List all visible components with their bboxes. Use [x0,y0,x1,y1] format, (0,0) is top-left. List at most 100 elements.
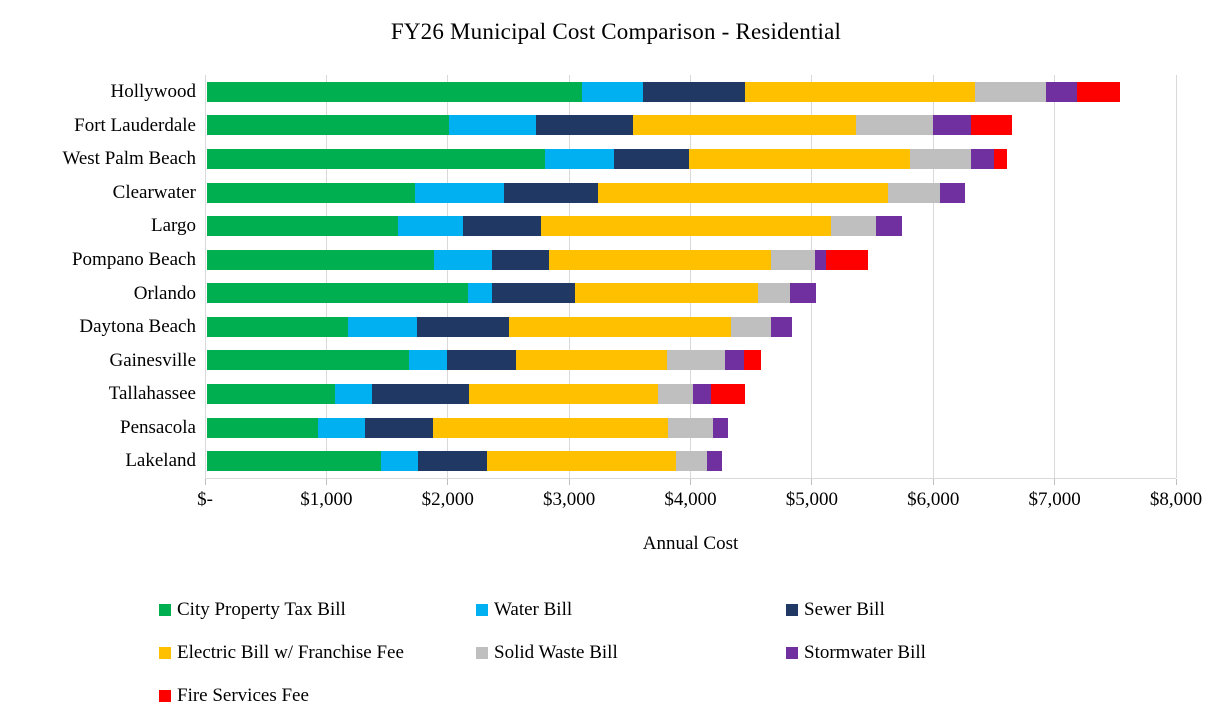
bar-segment [207,316,349,337]
bar-segment [993,148,1007,169]
bar-segment [503,182,599,203]
bar-segment [207,182,415,203]
gridline [1054,75,1056,478]
category-label: Tallahassee [108,383,196,405]
legend-label: City Property Tax Bill [177,599,346,620]
bar-segment [887,182,941,203]
bar-segment [469,384,659,405]
legend-item: Water Bill [476,599,786,620]
bar-row [207,243,1176,277]
x-tick-label: $7,000 [1028,489,1081,510]
bar-segment [711,384,745,405]
bar-segment [418,451,488,472]
bar-segment [207,115,450,136]
legend-swatch-icon [476,604,488,616]
legend-label: Electric Bill w/ Franchise Fee [177,642,404,663]
gridline [932,75,934,478]
legend-item: Solid Waste Bill [476,642,786,663]
bar-segment [830,216,876,237]
bar-segment [790,283,816,304]
legend-swatch-icon [159,604,171,616]
category-label: Gainesville [109,349,196,371]
legend-swatch-icon [786,647,798,659]
bar-segment [932,115,972,136]
bar-segment [207,384,336,405]
x-tick-label: $2,000 [421,489,474,510]
category-label: Fort Lauderdale [74,114,196,136]
bar-segment [825,249,869,270]
x-tick-label: $6,000 [907,489,960,510]
category-label: Clearwater [112,181,196,203]
category-label: Orlando [133,282,196,304]
category-label: Daytona Beach [79,316,196,338]
bar-segment [515,350,668,371]
bar-segment [667,417,713,438]
bar-segment [815,249,826,270]
bar-segment [689,148,911,169]
bar-segment [770,249,815,270]
bar-segment [712,417,728,438]
bar-segment [706,451,722,472]
bar-segment [643,81,745,102]
bar-segment [207,81,583,102]
bar-segment [207,283,469,304]
x-axis-title: Annual Cost [642,533,739,554]
axis-tick-mark [932,479,934,485]
bar-segment [771,316,792,337]
bar-segment [408,350,447,371]
axis-tick-mark [1054,479,1056,485]
bar-segment [1046,81,1077,102]
bar-segment [317,417,366,438]
bar-segment [348,316,418,337]
bar-row [207,310,1176,344]
axis-tick-mark [325,479,327,485]
gridline [811,75,813,478]
chart-title: FY26 Municipal Cost Comparison - Residen… [390,19,842,44]
legend-item: Stormwater Bill [786,642,1026,663]
bar-segment [910,148,971,169]
bar-segment [487,451,677,472]
bar-segment [548,249,771,270]
bar-segment [492,249,549,270]
bar-segment [207,350,409,371]
bar-segment [372,384,470,405]
axis-tick-mark [568,479,570,485]
legend-item: Sewer Bill [786,599,1026,620]
bar-segment [207,417,318,438]
legend-label: Solid Waste Bill [494,642,618,663]
legend-item: Electric Bill w/ Franchise Fee [159,642,476,663]
bar-row [207,109,1176,143]
category-label: West Palm Beach [62,148,196,170]
bar-row [207,411,1176,445]
x-tick-label: $8,000 [1149,489,1203,510]
legend-item: City Property Tax Bill [159,599,476,620]
bar-segment [335,384,373,405]
bar-segment [667,350,726,371]
legend-swatch-icon [476,647,488,659]
bar-row [207,209,1176,243]
legend-swatch-icon [159,647,171,659]
legend-item: Fire Services Fee [159,685,476,706]
bar-segment [398,216,464,237]
bar-segment [743,350,762,371]
legend-label: Sewer Bill [804,599,885,620]
bar-segment [207,249,434,270]
bar-segment [582,81,644,102]
axis-tick-mark [447,479,449,485]
legend-label: Water Bill [494,599,573,620]
bar-row [207,75,1176,109]
legend: City Property Tax Bill Water Bill Sewer Bi… [159,599,1026,706]
bar-segment [1076,81,1121,102]
bar-segment [207,148,545,169]
bar-segment [380,451,419,472]
bar-segment [725,350,744,371]
bar-row [207,277,1176,311]
bar-segment [730,316,772,337]
bar-segment [492,283,576,304]
legend-label: Stormwater Bill [804,642,926,663]
x-tick-label: $5,000 [785,489,838,510]
bar-segment [758,283,791,304]
gridline [447,75,449,478]
bar-segment [598,182,888,203]
category-label: Largo [150,215,196,237]
